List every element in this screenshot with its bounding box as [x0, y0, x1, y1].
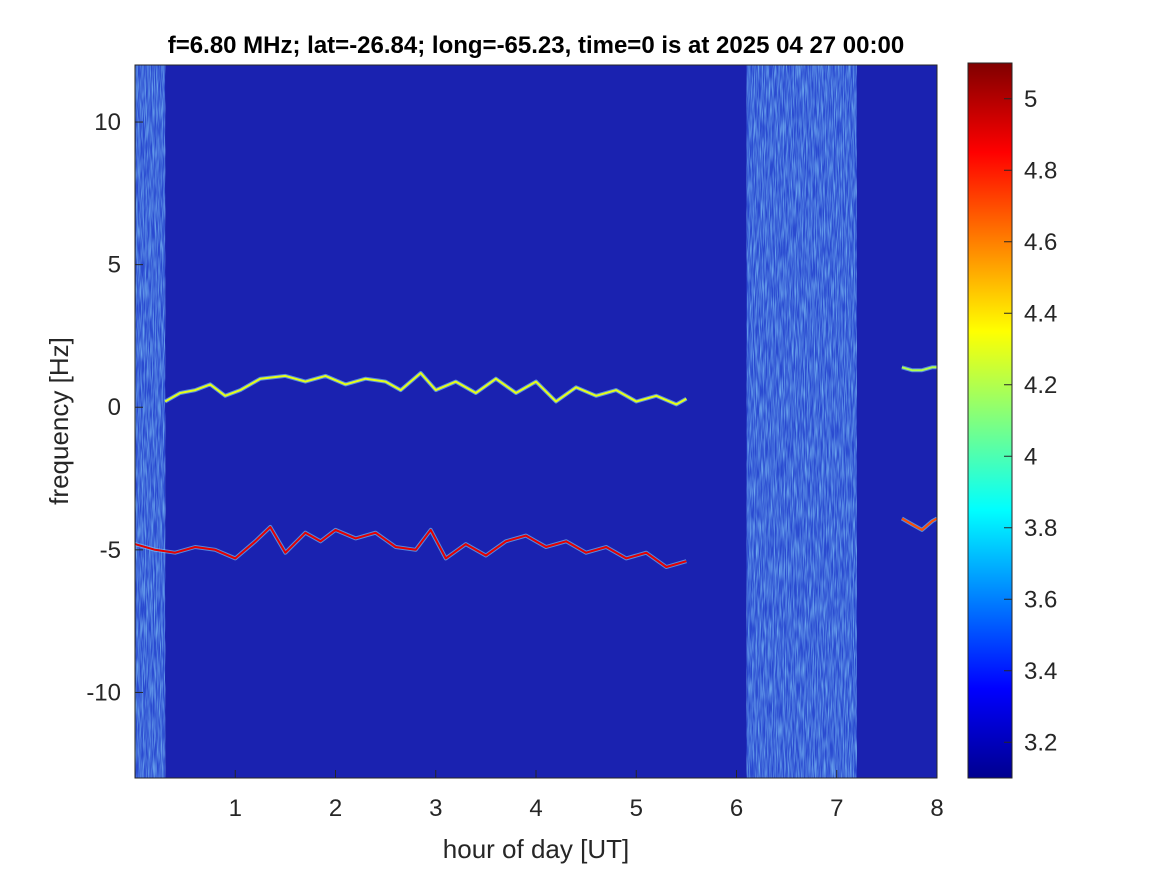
noise-band-texture-1: [746, 65, 857, 778]
colorbar-tick-label: 3.2: [1024, 729, 1057, 756]
trace-3: [901, 517, 937, 531]
y-tick-label: 10: [94, 109, 121, 136]
signal-traces: [135, 365, 937, 569]
y-axis: 10 5 0 -5 -10: [86, 109, 143, 706]
x-tick-label: 4: [529, 795, 542, 822]
colorbar-tick-label: 4: [1024, 443, 1037, 470]
x-tick-label: 5: [630, 795, 643, 822]
colorbar-ticks: 3.2 3.4 3.6 3.8 4 4.2 4.4 4.6 4.8 5: [1004, 86, 1057, 756]
colorbar-tick-label: 3.8: [1024, 515, 1057, 542]
trace-2: [901, 366, 937, 372]
colorbar-tick-label: 3.4: [1024, 658, 1057, 685]
trace-1: [135, 526, 687, 568]
colorbar-tick-label: 4.8: [1024, 157, 1057, 184]
noise-bands: [135, 65, 857, 778]
x-tick-label: 3: [429, 795, 442, 822]
x-axis-label: hour of day [UT]: [443, 834, 629, 864]
trace-0: [164, 372, 687, 406]
y-axis-label: frequency [Hz]: [44, 337, 74, 505]
plot-area: [134, 64, 938, 779]
y-tick-label: -5: [100, 537, 121, 564]
colorbar: 3.2 3.4 3.6 3.8 4 4.2 4.4 4.6 4.8 5: [967, 62, 1057, 779]
colorbar-tick-label: 5: [1024, 86, 1037, 113]
chart-title: f=6.80 MHz; lat=-26.84; long=-65.23, tim…: [168, 32, 904, 59]
noise-band-texture-0: [135, 65, 166, 778]
y-tick-label: 5: [108, 252, 121, 279]
x-tick-label: 2: [329, 795, 342, 822]
x-tick-label: 1: [229, 795, 242, 822]
x-axis: 1 2 3 4 5 6 7 8: [229, 770, 944, 822]
colorbar-tick-label: 4.2: [1024, 372, 1057, 399]
colorbar-gradient: [967, 62, 1013, 779]
x-tick-label: 7: [830, 795, 843, 822]
y-tick-label: 0: [108, 394, 121, 421]
colorbar-tick-label: 3.6: [1024, 586, 1057, 613]
x-tick-label: 8: [930, 795, 943, 822]
colorbar-tick-label: 4.4: [1024, 300, 1057, 327]
colorbar-tick-label: 4.6: [1024, 229, 1057, 256]
x-tick-label: 6: [730, 795, 743, 822]
y-tick-label: -10: [86, 679, 121, 706]
